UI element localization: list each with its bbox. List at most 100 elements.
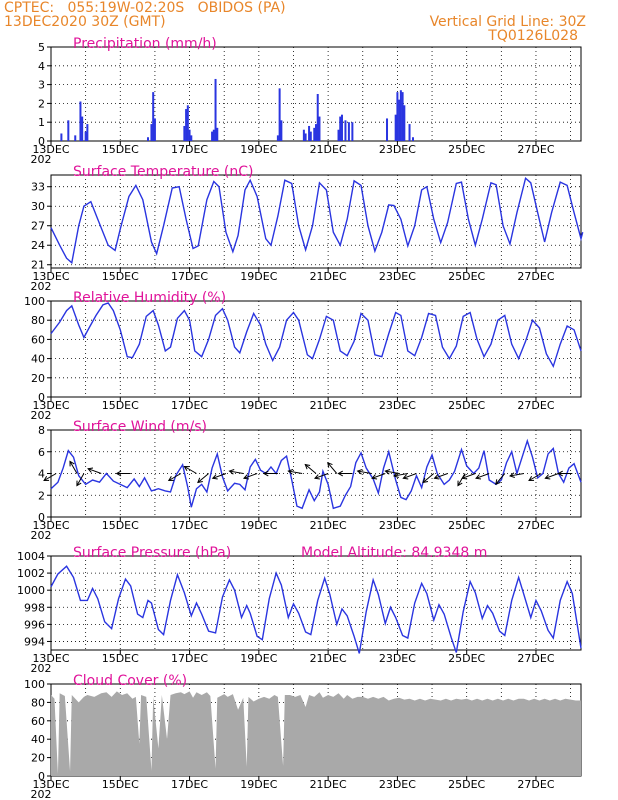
precip-bar bbox=[146, 137, 149, 141]
wind-vector-head bbox=[495, 479, 501, 486]
precip-bar bbox=[188, 129, 191, 141]
x-tick-label: 17DEC bbox=[171, 519, 208, 532]
precip-bar bbox=[313, 127, 316, 141]
y-tick-label: 2 bbox=[38, 97, 45, 110]
x-tick-label: 19DEC bbox=[240, 143, 277, 156]
x-tick-label: 17DEC bbox=[171, 399, 208, 412]
wind-vector-arrow bbox=[243, 473, 258, 479]
wind-vector-head bbox=[87, 467, 94, 473]
wind-vector-head bbox=[167, 475, 174, 482]
precip-bar bbox=[153, 118, 156, 141]
panel-frame bbox=[50, 174, 582, 269]
x-tick-label: 13DEC bbox=[32, 652, 69, 665]
x-tick-label: 25DEC bbox=[448, 143, 485, 156]
x-tick-label: 27DEC bbox=[517, 143, 554, 156]
precip-bar bbox=[74, 135, 77, 141]
x-tick-label: 21DEC bbox=[310, 143, 347, 156]
x-tick-label: 27DEC bbox=[517, 652, 554, 665]
wind-vector-arrow bbox=[495, 473, 506, 485]
precip-bar bbox=[308, 125, 311, 141]
x-tick-label: 21DEC bbox=[310, 519, 347, 532]
x-tick-label: 15DEC bbox=[102, 778, 139, 791]
y-tick-label: 1002 bbox=[17, 567, 45, 580]
precip-bar bbox=[183, 125, 186, 141]
precip-bar bbox=[84, 131, 87, 141]
x-tick-label: 23DEC bbox=[379, 143, 416, 156]
x-tick-label: 27DEC bbox=[517, 399, 554, 412]
wind-vector-arrow bbox=[434, 473, 448, 479]
y-tick-label: 4 bbox=[38, 60, 45, 73]
x-tick-label: 25DEC bbox=[448, 652, 485, 665]
y-tick-label: 30 bbox=[31, 200, 45, 213]
wind-vector-head bbox=[544, 474, 551, 480]
wind-vector-head bbox=[327, 461, 333, 468]
y-tick-label: 20 bbox=[31, 752, 45, 765]
y-tick-label: 5 bbox=[38, 41, 45, 54]
x-tick-label: 25DEC bbox=[448, 399, 485, 412]
wind-vector-head bbox=[528, 475, 535, 482]
wind-vector-head bbox=[115, 470, 122, 477]
x-tick-label: 21DEC bbox=[310, 399, 347, 412]
wind-vector-arrow bbox=[422, 473, 435, 483]
precip-bar bbox=[318, 116, 321, 141]
precip-bar bbox=[211, 131, 214, 141]
precip-bar bbox=[408, 124, 411, 141]
x-tick-label: 19DEC bbox=[240, 270, 277, 283]
panel-title: Surface Wind (m/s) bbox=[73, 419, 207, 435]
wind-vector-head bbox=[402, 474, 409, 480]
x-tick-year-label: 202 bbox=[31, 529, 52, 542]
y-tick-label: 2 bbox=[38, 489, 45, 502]
precip-bar bbox=[190, 135, 193, 141]
x-tick-label: 13DEC bbox=[32, 399, 69, 412]
x-tick-label: 23DEC bbox=[379, 652, 416, 665]
wind-vector-head bbox=[228, 468, 235, 475]
x-tick-label: 27DEC bbox=[517, 778, 554, 791]
x-tick-label: 15DEC bbox=[102, 270, 139, 283]
precip-bar bbox=[185, 109, 188, 141]
precip-bar bbox=[347, 122, 350, 141]
wind-vector-head bbox=[422, 477, 429, 484]
wind-vector-arrow bbox=[184, 466, 197, 474]
precip-bar bbox=[351, 122, 354, 141]
wind-vector-head bbox=[76, 480, 82, 487]
x-tick-label: 25DEC bbox=[448, 778, 485, 791]
y-tick-label: 60 bbox=[31, 333, 45, 346]
y-tick-label: 0 bbox=[38, 135, 45, 148]
y-tick-label: 6 bbox=[38, 446, 45, 459]
y-tick-label: 21 bbox=[31, 259, 45, 272]
wind-vector-arrow bbox=[76, 473, 85, 486]
wind-vector-head bbox=[197, 477, 203, 484]
x-tick-label: 27DEC bbox=[517, 270, 554, 283]
cloud-cover-area bbox=[51, 691, 581, 776]
precip-bar bbox=[401, 92, 404, 141]
precip-bar bbox=[411, 137, 414, 141]
precip-bar bbox=[344, 120, 347, 141]
x-tick-label: 15DEC bbox=[102, 652, 139, 665]
x-tick-label: 19DEC bbox=[240, 519, 277, 532]
wind-vector-arrow bbox=[229, 470, 244, 474]
x-tick-label: 13DEC bbox=[32, 270, 69, 283]
y-tick-label: 27 bbox=[31, 220, 45, 233]
precip-bar bbox=[186, 105, 189, 141]
header-station-info: CPTEC: 055:19W-02:20S OBIDOS (PA) bbox=[4, 0, 286, 16]
x-tick-label: 13DEC bbox=[32, 519, 69, 532]
precip-bar bbox=[152, 92, 155, 141]
header-grid-line-info: Vertical Grid Line: 30Z bbox=[429, 14, 586, 30]
wind-vector-arrow bbox=[288, 470, 303, 474]
wind-vector-head bbox=[433, 474, 440, 480]
precip-bar bbox=[315, 124, 317, 141]
panel-frame bbox=[50, 555, 582, 651]
precip-bar bbox=[340, 114, 343, 141]
wind-vector-arrow bbox=[528, 473, 542, 481]
precip-bar bbox=[309, 131, 312, 141]
y-tick-label: 1004 bbox=[17, 550, 45, 563]
panel-title: Relative Humidity (%) bbox=[73, 290, 226, 306]
x-tick-label: 21DEC bbox=[310, 270, 347, 283]
precip-bar bbox=[276, 135, 279, 141]
wind-vector-head bbox=[313, 474, 320, 480]
y-tick-label: 33 bbox=[31, 181, 45, 194]
y-tick-label: 0 bbox=[38, 391, 45, 404]
y-tick-label: 4 bbox=[38, 468, 45, 481]
y-tick-label: 0 bbox=[38, 511, 45, 524]
wind-vector-head bbox=[461, 474, 468, 480]
